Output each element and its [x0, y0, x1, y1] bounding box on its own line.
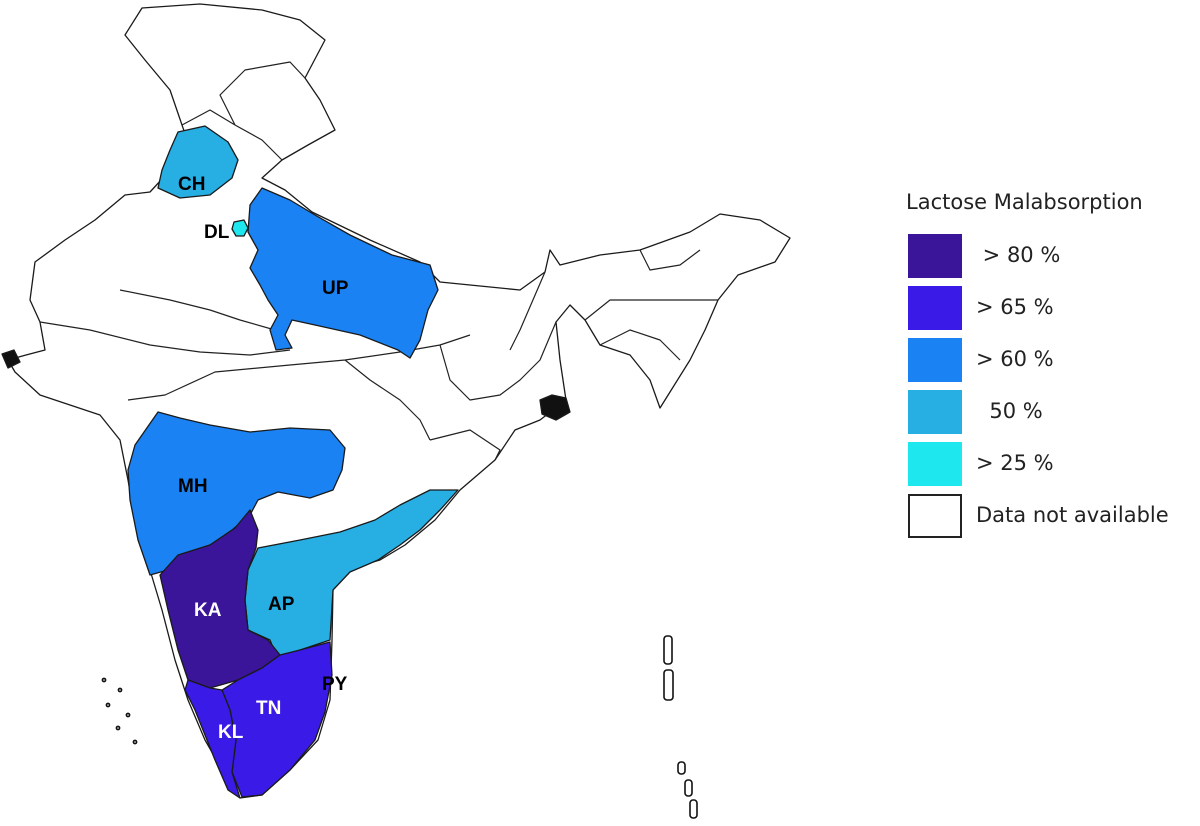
label-tn: TN — [256, 698, 281, 719]
label-py: PY — [322, 674, 348, 695]
state-dl — [231, 219, 249, 237]
coastal-dark-features — [1, 349, 571, 421]
legend-item: > 60 % — [906, 338, 1200, 390]
legend-label: > 80 % — [976, 243, 1061, 267]
state-ch — [157, 125, 239, 199]
state-borders — [39, 61, 718, 461]
state-mh — [127, 411, 346, 576]
state-tn — [221, 641, 333, 798]
label-ap: AP — [268, 594, 295, 615]
label-kl: KL — [218, 722, 244, 743]
legend-swatch — [908, 286, 962, 330]
lakshadweep-islands — [101, 677, 138, 745]
label-up: UP — [322, 278, 349, 299]
label-dl: DL — [204, 222, 230, 243]
legend-swatch — [908, 234, 962, 278]
legend-item: > 80 % — [906, 234, 1200, 286]
legend-swatch — [908, 390, 962, 434]
legend-label: > 25 % — [976, 451, 1054, 475]
legend-label: > 65 % — [976, 295, 1054, 319]
legend-item: > 25 % — [906, 442, 1200, 494]
state-py — [315, 685, 325, 695]
andaman-islands — [663, 635, 698, 819]
label-mh: MH — [178, 476, 208, 497]
legend-label: > 60 % — [976, 347, 1054, 371]
label-ka: KA — [194, 600, 222, 621]
legend-item: > 65 % — [906, 286, 1200, 338]
legend-item: 50 % — [906, 390, 1200, 442]
legend-swatch — [908, 442, 962, 486]
legend-swatch — [908, 494, 962, 538]
legend: Lactose Malabsorption > 80 % > 65 % > 60… — [906, 190, 1200, 546]
legend-title: Lactose Malabsorption — [906, 190, 1143, 214]
state-kl — [184, 679, 241, 799]
legend-label: 50 % — [976, 399, 1043, 423]
legend-item: Data not available — [906, 494, 1200, 546]
legend-label: Data not available — [976, 503, 1169, 527]
state-up — [247, 187, 439, 359]
label-ch: CH — [178, 174, 205, 195]
legend-swatch — [908, 338, 962, 382]
